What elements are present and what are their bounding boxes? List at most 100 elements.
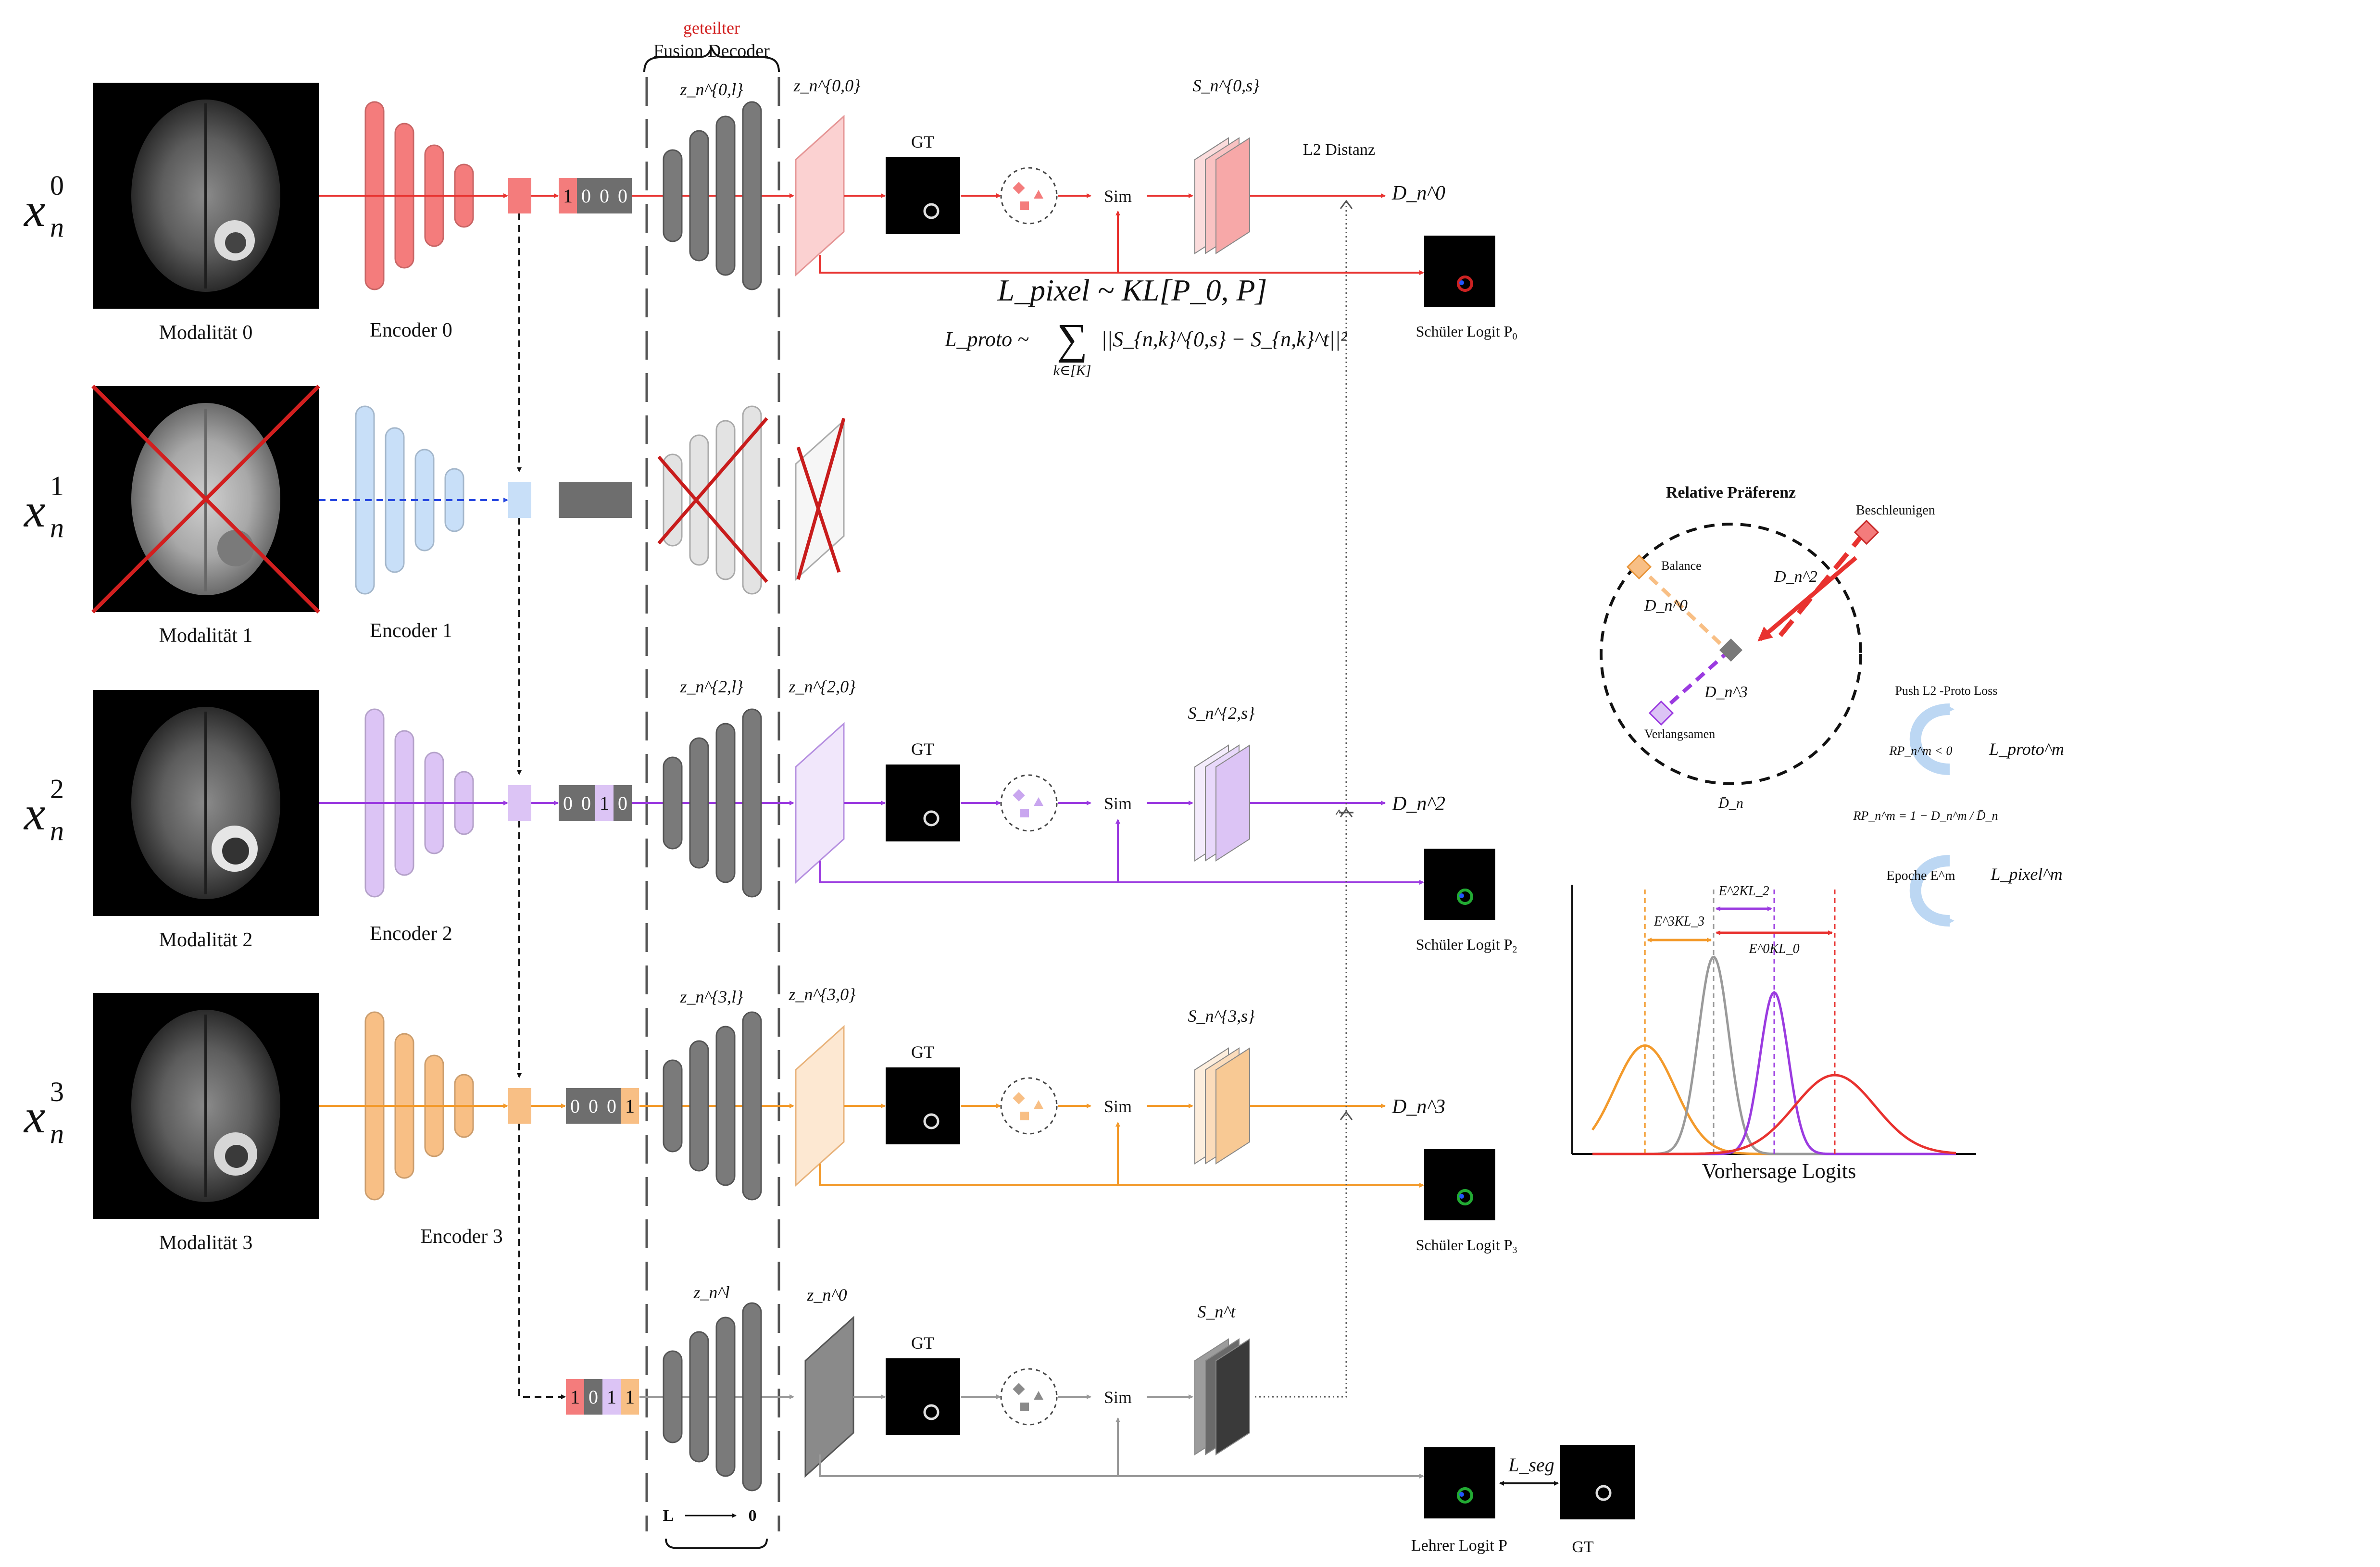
gt-image-3: GT — [886, 1042, 960, 1144]
mask-cell — [584, 1379, 602, 1415]
input-sup-3: 3 — [50, 1076, 64, 1107]
z-0-row0: z_n^{0,0} — [793, 76, 861, 95]
kl-label-1: E^2KL_2 — [1718, 884, 1769, 899]
pref-accelerate: Beschleunigen — [1856, 503, 1935, 518]
gt-final-box — [1560, 1445, 1635, 1519]
row-modality-1: Modalität 1 x 1 n Encoder 1 — [23, 385, 452, 647]
d-row2: D_n^2 — [1391, 793, 1445, 815]
prototype-layer — [1215, 1338, 1250, 1455]
push-label: Push L2 -Proto Loss — [1895, 684, 1997, 698]
decoder-layer — [689, 130, 709, 262]
gt-lesion — [923, 810, 939, 827]
cluster-diamond — [1013, 182, 1025, 194]
cross-line — [796, 446, 841, 573]
junction-chevron — [1340, 808, 1353, 817]
student-logit-3-label: Schüler Logit P3 — [1416, 1236, 1517, 1255]
feature-plane-row0 — [795, 114, 845, 277]
sim-label-3: Sim — [1104, 1097, 1132, 1116]
encoder-label-3: Encoder 3 — [420, 1226, 502, 1248]
gt-lesion — [923, 203, 939, 219]
decoder-axis-left: L — [663, 1507, 674, 1525]
logit-curve-3 — [1592, 1074, 1956, 1155]
fusion-decoder-frame: geteilter Fusion Decoder L 0 — [643, 18, 780, 1549]
input-symbol-3: x 3 n — [23, 1076, 64, 1149]
prototype-stack-row2 — [1194, 744, 1250, 862]
decoder-1 — [657, 405, 768, 595]
gt-label: GT — [911, 1042, 934, 1062]
input-base-1: x — [23, 484, 45, 537]
mask-value: 0 — [581, 185, 591, 207]
z-l-row2: z_n^{2,l} — [680, 677, 744, 696]
row-modality-0: Modalität 0 x 0 n Encoder 0 — [23, 83, 452, 344]
cluster-ring — [1000, 167, 1058, 225]
misc-labels: L2 Distanz Schüler Logit P0 Schüler Logi… — [1303, 141, 1594, 1556]
logit-lesion — [1457, 889, 1473, 905]
input-sup-1: 1 — [50, 470, 64, 501]
gt-image-2: GT — [886, 740, 960, 841]
junction-chevron — [1340, 1111, 1353, 1120]
decoder-layer — [715, 1316, 736, 1477]
mask-cell — [566, 1379, 584, 1415]
decoder-layer — [742, 1011, 762, 1201]
mask-value: 1 — [625, 1386, 635, 1408]
rp-lt: RP_n^m < 0 — [1889, 744, 1952, 758]
modality-label-1: Modalität 1 — [159, 625, 253, 647]
fused-feature-1 — [508, 482, 531, 518]
student-logit-2 — [1424, 849, 1495, 920]
mask-value: 0 — [570, 1095, 580, 1117]
feature-plane — [795, 114, 845, 277]
chart-xlabel: Vorhersage Logits — [1702, 1159, 1856, 1183]
input-sup-2: 2 — [50, 773, 64, 804]
proto-sum-symbol: ∑ — [1057, 315, 1088, 363]
logit-box — [1424, 849, 1495, 920]
cluster-diamond — [1013, 789, 1025, 802]
cluster-triangle — [1034, 190, 1043, 199]
sim-label-4: Sim — [1104, 1388, 1132, 1407]
z-l-row0: z_n^{0,l} — [680, 80, 744, 99]
input-symbol-2: x 2 n — [23, 773, 64, 846]
mask-cell — [595, 178, 614, 213]
prototype-cluster-0 — [1000, 167, 1058, 225]
decoder-layer — [742, 101, 762, 290]
decoder-layer — [663, 756, 683, 850]
logit-box — [1424, 1149, 1495, 1220]
fused-feature-2 — [508, 785, 531, 821]
mask-value: 0 — [607, 1095, 616, 1117]
gt-bottom-label: GT — [1572, 1538, 1594, 1556]
prototype-cluster-2 — [1000, 774, 1058, 832]
input-symbol-0: x 0 n — [23, 170, 64, 243]
mask-cell — [614, 178, 632, 213]
mask-cell — [577, 785, 595, 821]
pixel-loss: L_pixel ~ KL[P_0, P] — [997, 273, 1267, 307]
cluster-ring — [1000, 774, 1058, 832]
input-base-0: x — [23, 183, 45, 237]
mask-cell — [602, 1379, 621, 1415]
prototype-stack-teacher — [1194, 1338, 1250, 1455]
pref-d0: D_n^0 — [1644, 597, 1688, 614]
fused-feature-3 — [508, 1088, 531, 1124]
student2-sub: 2 — [1512, 944, 1517, 955]
decoder-layer — [715, 723, 736, 883]
modality-label-0: Modalität 0 — [159, 322, 253, 344]
s-teacher: S_n^t — [1197, 1302, 1236, 1321]
l2-label: L2 Distanz — [1303, 141, 1375, 159]
kl-label-0: E^3KL_3 — [1653, 914, 1704, 929]
decoder-4 — [663, 1302, 762, 1492]
mask-cell — [559, 178, 577, 213]
proto-loss-left: L_proto ~ — [944, 327, 1029, 351]
mask-cell — [621, 1379, 639, 1415]
logit-lesion — [1457, 276, 1473, 292]
logit-box — [1424, 1447, 1495, 1518]
decoder-layer — [663, 1059, 683, 1153]
gt-label: GT — [911, 740, 934, 759]
modality-label-2: Modalität 2 — [159, 929, 253, 951]
mask-cell — [602, 1088, 621, 1124]
encoder-label-2: Encoder 2 — [370, 923, 452, 945]
feature-plane-row3 — [795, 1025, 845, 1187]
input-symbol-1: x 1 n — [23, 470, 64, 543]
mask-value: 0 — [563, 792, 573, 814]
teacher-logit — [1424, 1447, 1495, 1518]
mask-value: 0 — [589, 1386, 598, 1408]
